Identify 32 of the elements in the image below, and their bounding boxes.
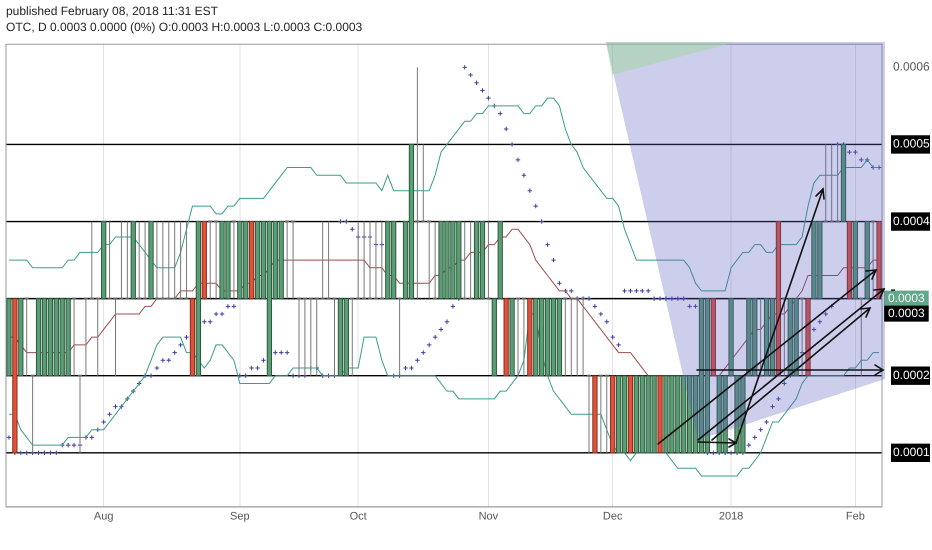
x-tick-label: 2018 [718, 510, 744, 522]
x-tick-label: Aug [94, 510, 114, 522]
candlestick [332, 298, 337, 376]
candlestick [516, 298, 520, 376]
candlestick [296, 298, 302, 376]
candlestick [486, 221, 491, 300]
x-tick-label: Oct [350, 510, 367, 522]
x-tick-label: Dec [602, 510, 623, 522]
candlestick [397, 298, 402, 376]
chart-title: published February 08, 2018 11:31 EST [6, 3, 219, 19]
y-tick-label: 0.0002 [893, 368, 930, 382]
x-tick-label: Feb [846, 510, 865, 522]
candlestick [184, 221, 189, 300]
x-tick-label: Sep [230, 510, 250, 522]
candlestick [870, 220, 876, 300]
candlestick [72, 298, 76, 376]
candlestick [432, 221, 438, 300]
candlestick [586, 374, 592, 454]
ref-line-label: 0.0003 [888, 290, 926, 305]
y-tick-label: 0.0004 [893, 214, 930, 228]
candlestick [859, 298, 864, 376]
candlestick [24, 298, 29, 376]
candlestick [107, 221, 112, 300]
y-tick-label: 0.0006 [893, 60, 930, 74]
candlestick [232, 220, 236, 300]
candlestick [522, 298, 526, 376]
candlestick [113, 298, 118, 376]
chart-subtitle: OTC, D 0.0003 0.0000 (0%) O:0.0003 H:0.0003 L:0.0003 C:0.0003 [6, 19, 362, 35]
y-tick-label: 0.0001 [893, 445, 930, 460]
y-tick-label: 0.0005 [893, 136, 930, 151]
x-tick-label: Nov [478, 510, 499, 522]
ref-line-label: 0.0003 [888, 306, 926, 320]
